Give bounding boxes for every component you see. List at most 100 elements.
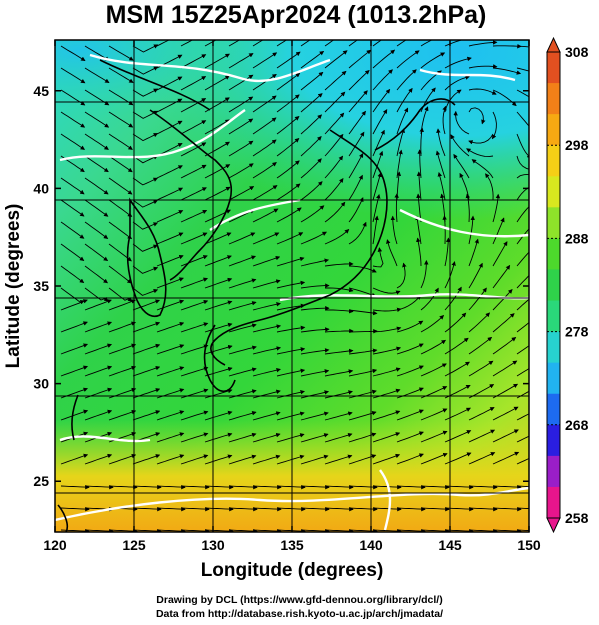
streamline: [180, 388, 209, 399]
streamline: [132, 506, 162, 512]
streamline: [396, 320, 424, 333]
streamline: [180, 277, 209, 289]
streamline: [516, 435, 529, 443]
streamline: [324, 133, 344, 157]
plot-area: [55, 40, 529, 532]
streamline: [516, 173, 529, 179]
colorbar-segment: [547, 52, 560, 84]
streamline: [348, 329, 378, 334]
streamline: [492, 217, 505, 245]
streamline: [485, 173, 494, 201]
streamline: [252, 506, 282, 512]
streamline: [442, 215, 447, 245]
streamline: [396, 506, 426, 512]
streamline: [396, 107, 409, 135]
streamline: [252, 302, 281, 311]
streamline: [60, 506, 90, 512]
streamline: [348, 528, 378, 532]
streamline: [300, 454, 329, 465]
colorbar-segment: [547, 486, 560, 519]
streamline: [324, 328, 354, 334]
map-title: MSM 15Z25Apr2024 (1013.2hPa): [106, 1, 487, 29]
streamline: [466, 148, 494, 158]
streamline: [132, 44, 159, 53]
streamline: [372, 193, 381, 223]
colorbar-segment: [547, 207, 560, 239]
streamline: [492, 264, 511, 289]
streamline: [444, 452, 472, 465]
streamline: [132, 177, 158, 186]
streamline: [228, 389, 257, 399]
streamline: [276, 207, 302, 223]
streamline: [84, 243, 109, 262]
streamline: [60, 221, 85, 239]
streamline: [180, 98, 207, 113]
streamline: [300, 369, 330, 377]
streamline: [300, 484, 330, 490]
streamline: [324, 112, 345, 135]
streamline: [180, 232, 208, 245]
streamline: [156, 98, 183, 113]
streamline: [300, 40, 311, 47]
streamline: [156, 484, 186, 490]
streamline: [60, 321, 88, 333]
streamline: [180, 187, 207, 201]
streamline: [444, 337, 469, 355]
streamline: [180, 454, 209, 465]
streamline: [300, 231, 327, 245]
streamline: [348, 49, 372, 69]
streamline: [84, 299, 112, 311]
streamline: [372, 88, 391, 113]
streamline: [60, 484, 90, 490]
streamline: [492, 406, 519, 421]
streamline: [348, 389, 377, 399]
streamline: [60, 243, 85, 261]
streamline: [204, 528, 234, 532]
streamline: [468, 287, 487, 311]
streamline: [444, 361, 470, 377]
streamline: [252, 95, 277, 113]
y-tick-label: 25: [33, 473, 49, 489]
y-axis-ticks: 25 30 35 40 45: [33, 83, 529, 489]
streamline: [60, 111, 86, 128]
streamline: [108, 67, 134, 83]
streamline: [132, 221, 158, 230]
streamline: [84, 265, 108, 284]
streamline: [516, 322, 529, 333]
streamline: [252, 432, 281, 443]
streamline: [492, 506, 522, 512]
streamline: [228, 232, 256, 245]
x-axis-ticks: 120 125 130 135 140 145 150: [43, 40, 541, 553]
streamline: [60, 287, 85, 305]
streamline: [156, 432, 185, 443]
streamline: [108, 111, 134, 128]
streamline: [84, 321, 113, 333]
streamline: [516, 529, 529, 531]
streamline: [372, 506, 402, 512]
x-axis-label: Longitude (degrees): [201, 560, 384, 581]
streamline: [132, 66, 159, 75]
streamline: [300, 158, 322, 179]
streamline: [492, 484, 522, 490]
streamline: [180, 40, 194, 47]
streamline: [468, 64, 498, 69]
streamline: [180, 528, 210, 532]
streamline: [180, 76, 207, 91]
streamline: [108, 133, 133, 150]
streamline: [492, 313, 515, 333]
streamline: [492, 528, 522, 532]
streamline: [516, 206, 529, 223]
streamline: [276, 40, 288, 47]
streamline: [84, 343, 113, 355]
streamline: [276, 484, 306, 490]
streamline: [60, 409, 89, 421]
streamline: [300, 528, 330, 532]
streamline: [180, 484, 210, 490]
streamline: [420, 363, 447, 377]
streamline: [372, 307, 402, 313]
streamline: [468, 528, 498, 532]
streamline: [108, 343, 137, 355]
streamline: [492, 337, 517, 355]
streamline: [204, 322, 233, 333]
streamline: [204, 506, 234, 512]
